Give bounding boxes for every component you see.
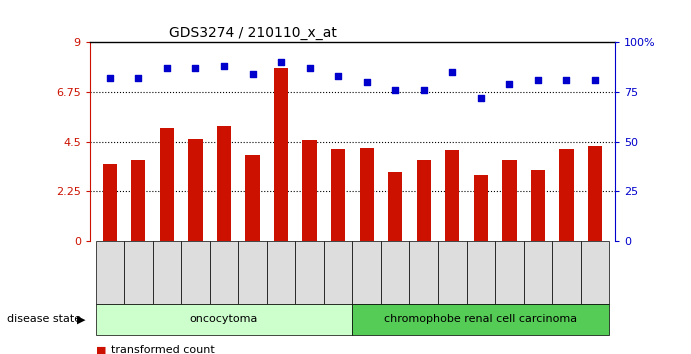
Text: ▶: ▶ [77,314,85,325]
Bar [331,149,346,241]
Point [190,65,201,71]
Point [589,77,600,83]
Point [218,63,229,69]
Point [504,81,515,87]
Bar [559,149,574,241]
Bar [502,160,516,241]
Point [561,77,572,83]
Point [247,72,258,77]
Bar [131,160,146,241]
Bar [474,175,488,241]
Point [447,69,458,75]
Bar [217,126,231,241]
Point [332,73,343,79]
Bar [531,170,545,241]
Bar [417,160,431,241]
Bar [245,155,260,241]
Bar [303,141,316,241]
Point [390,87,401,93]
Bar [445,150,460,241]
Point [276,59,287,65]
Text: transformed count: transformed count [111,346,214,354]
Point [475,95,486,101]
Text: oncocytoma: oncocytoma [190,314,258,325]
Bar [103,164,117,241]
Bar [359,148,374,241]
Point [361,79,372,85]
Point [418,87,429,93]
Point [162,65,173,71]
Text: GDS3274 / 210110_x_at: GDS3274 / 210110_x_at [169,26,337,40]
Point [104,75,115,81]
Bar [188,139,202,241]
Text: chromophobe renal cell carcinoma: chromophobe renal cell carcinoma [384,314,578,325]
Bar [388,172,402,241]
Text: disease state: disease state [7,314,81,325]
Point [532,77,543,83]
Bar [588,146,602,241]
Bar [160,129,174,241]
Point [133,75,144,81]
Point [304,65,315,71]
Bar [274,68,288,241]
Text: ■: ■ [95,346,106,354]
